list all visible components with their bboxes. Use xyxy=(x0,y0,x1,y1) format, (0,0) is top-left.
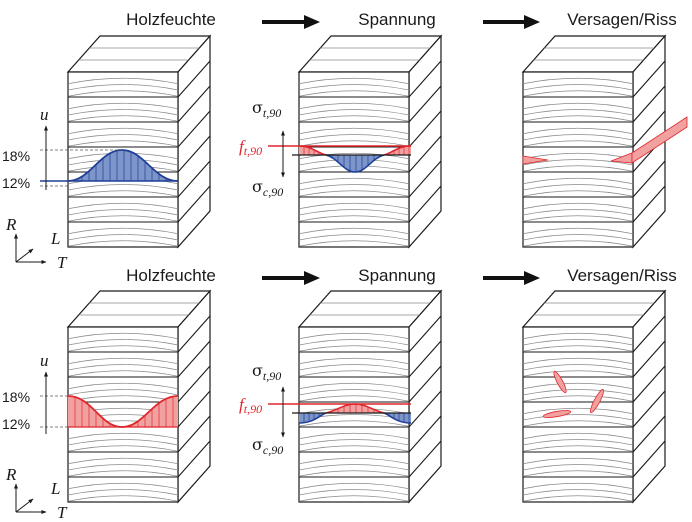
sigma-c90-label: σc,90 xyxy=(252,177,283,199)
moisture-profile-concave xyxy=(40,371,179,434)
crack-marks-2 xyxy=(542,370,604,418)
stress-profile-2 xyxy=(268,386,412,438)
sigma-c90-label: σc,90 xyxy=(252,435,283,457)
title-spannung-2: Spannung xyxy=(358,266,436,285)
arrow-right-icon xyxy=(483,15,540,29)
arrow-right-icon xyxy=(262,15,320,29)
sigma-t90-label: σt,90 xyxy=(252,361,281,383)
crack-marks-1 xyxy=(522,116,688,165)
row-1: Holzfeuchte Spannung Versagen/Riss u 18%… xyxy=(2,10,688,272)
row-2: Holzfeuchte Spannung Versagen/Riss u 18%… xyxy=(2,266,677,522)
moisture-18-label: 18% xyxy=(2,148,30,164)
timber-block-stress-1 xyxy=(297,34,443,249)
axis-R-label: R xyxy=(5,465,17,484)
timber-block-moisture-1 xyxy=(66,34,212,249)
timber-block-failure-1 xyxy=(521,34,667,249)
axis-u-label: u xyxy=(40,105,49,124)
sigma-t90-label: σt,90 xyxy=(252,98,281,120)
moisture-profile-convex xyxy=(40,125,179,190)
title-holzfeuchte-2: Holzfeuchte xyxy=(126,266,216,285)
title-versagen-1: Versagen/Riss xyxy=(567,10,677,29)
rlt-axes-icon xyxy=(14,233,47,264)
axis-T-label: T xyxy=(57,253,68,272)
moisture-12-label: 12% xyxy=(2,175,30,191)
axis-L-label: L xyxy=(50,229,60,248)
axis-L-label: L xyxy=(50,479,60,498)
timber-block-stress-2 xyxy=(297,289,443,504)
arrow-right-icon xyxy=(483,271,540,285)
timber-block-failure-2 xyxy=(521,289,667,504)
rlt-axes-icon xyxy=(14,483,47,514)
f-t90-label: ft,90 xyxy=(239,395,262,416)
axis-R-label: R xyxy=(5,215,17,234)
moisture-12-label: 12% xyxy=(2,416,30,432)
timber-block-moisture-2 xyxy=(66,289,212,504)
title-versagen-2: Versagen/Riss xyxy=(567,266,677,285)
title-spannung-1: Spannung xyxy=(358,10,436,29)
moisture-18-label: 18% xyxy=(2,389,30,405)
f-t90-label: ft,90 xyxy=(239,137,262,158)
title-holzfeuchte-1: Holzfeuchte xyxy=(126,10,216,29)
stress-profile-1 xyxy=(268,130,412,178)
arrow-right-icon xyxy=(262,271,320,285)
axis-T-label: T xyxy=(57,503,68,522)
axis-u-label: u xyxy=(40,351,49,370)
